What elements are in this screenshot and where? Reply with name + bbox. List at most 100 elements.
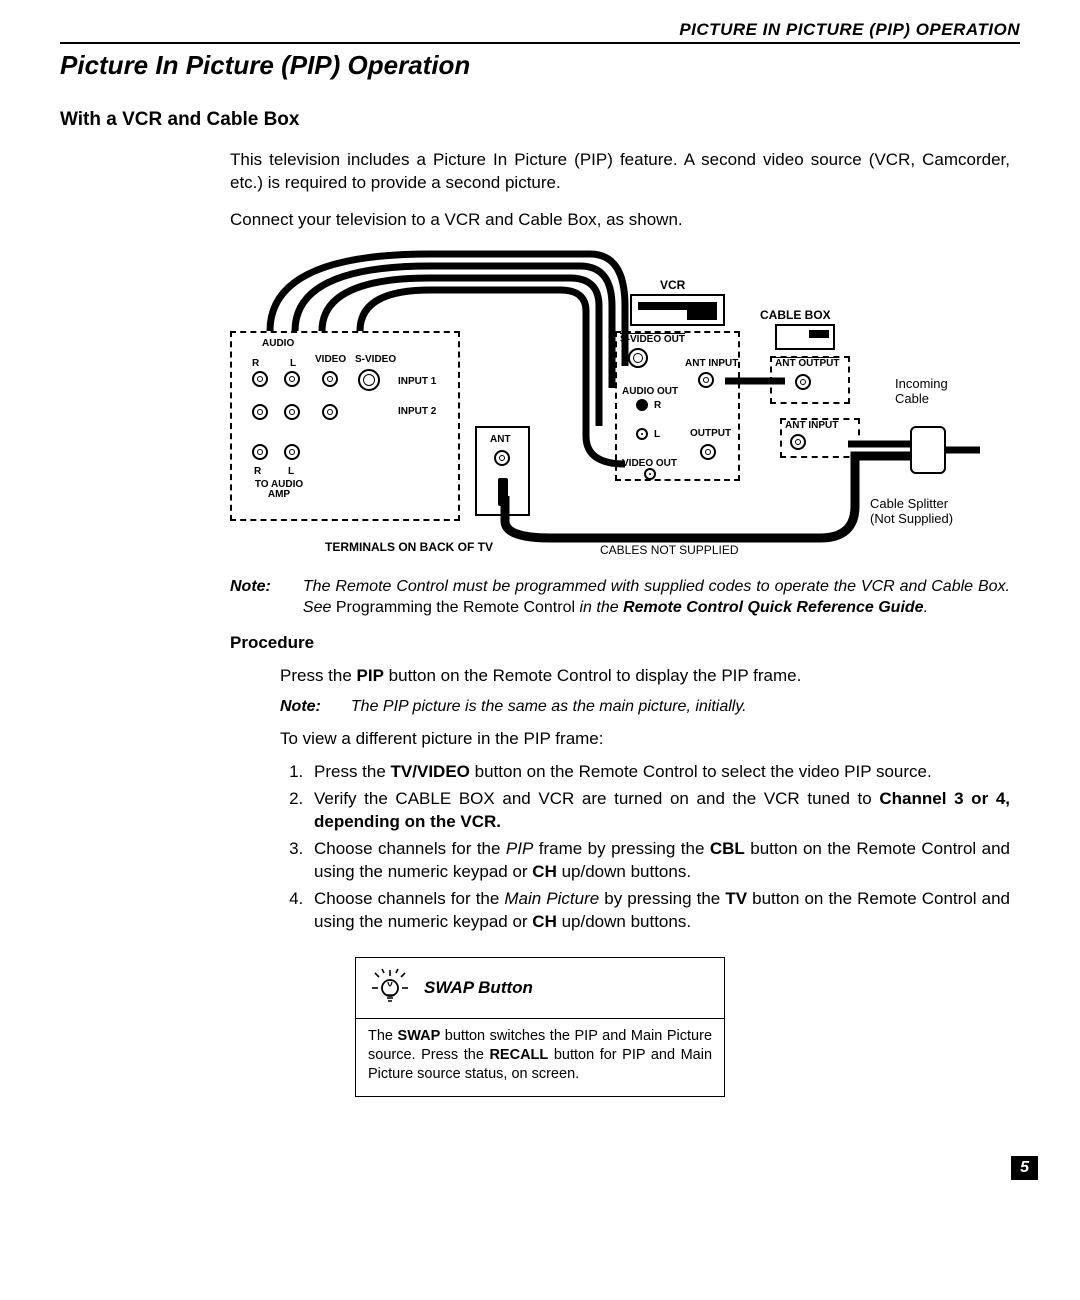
label-incoming: Incoming Cable [895, 376, 980, 406]
jack [252, 404, 268, 420]
procedure-step-3: Choose channels for the PIP frame by pre… [308, 838, 1010, 884]
label-video: VIDEO [315, 354, 346, 365]
label-ant-input: ANT INPUT [685, 358, 738, 369]
text: SWAP [398, 1028, 441, 1044]
text: TV [725, 889, 747, 908]
procedure-step-4: Choose channels for the Main Picture by … [308, 888, 1010, 934]
label-splitter-1: Cable Splitter [870, 496, 948, 511]
text: Choose channels for the [314, 889, 504, 908]
jack [698, 372, 714, 388]
label-output: OUTPUT [690, 428, 731, 439]
procedure-list: Press the TV/VIDEO button on the Remote … [280, 761, 1010, 934]
label-l3: L [654, 429, 660, 440]
text: by pressing the [599, 889, 725, 908]
text: Main Picture [504, 889, 599, 908]
jack [795, 374, 811, 390]
note-text: . [924, 599, 928, 616]
label-cablebox: CABLE BOX [760, 308, 831, 322]
label-r1: R [252, 358, 259, 369]
jack [284, 444, 300, 460]
text: button on the Remote Control to select t… [470, 762, 932, 781]
jack [252, 371, 268, 387]
page-number: 5 [1011, 1156, 1038, 1180]
section-subtitle: With a VCR and Cable Box [60, 109, 1020, 131]
swap-title: SWAP Button [424, 978, 533, 998]
text: up/down buttons. [557, 912, 691, 931]
note-remote-control: Note: The Remote Control must be program… [230, 576, 1010, 619]
text: frame by pressing the [533, 839, 710, 858]
vcr-box [630, 294, 725, 326]
jack [494, 450, 510, 466]
page-title: Picture In Picture (PIP) Operation [60, 50, 1020, 81]
text: RECALL [489, 1047, 548, 1063]
label-l2: L [288, 466, 294, 477]
procedure-step-2: Verify the CABLE BOX and VCR are turned … [308, 788, 1010, 834]
note-text: Remote Control Quick Reference Guide [623, 599, 924, 616]
label-ant: ANT [490, 434, 511, 445]
jack [322, 404, 338, 420]
text: Verify the CABLE BOX and VCR are turned … [314, 789, 879, 808]
label-terminals: TERMINALS ON BACK OF TV [325, 540, 493, 554]
splitter-box [910, 426, 946, 474]
label-cables-not-supplied: CABLES NOT SUPPLIED [600, 543, 739, 557]
jack [644, 468, 656, 480]
jack [284, 371, 300, 387]
note-content: The Remote Control must be programmed wi… [303, 576, 1010, 619]
label-audio: AUDIO [262, 338, 294, 349]
label-l1: L [290, 358, 296, 369]
intro-paragraph-1: This television includes a Picture In Pi… [230, 149, 1010, 195]
jack-svideo [358, 369, 380, 391]
text: PIP [506, 839, 533, 858]
plug [498, 478, 508, 506]
procedure-step-1: Press the TV/VIDEO button on the Remote … [308, 761, 1010, 784]
swap-body: The SWAP button switches the PIP and Mai… [356, 1019, 724, 1096]
jack [636, 399, 648, 411]
text: up/down buttons. [557, 862, 691, 881]
label-toamp: TO AUDIO AMP [244, 480, 314, 500]
label-ant-input-2: ANT INPUT [785, 420, 838, 431]
jack [284, 404, 300, 420]
jack [790, 434, 806, 450]
procedure-heading: Procedure [230, 633, 1020, 653]
jack [252, 444, 268, 460]
note-text: The PIP picture is the same as the main … [351, 698, 747, 716]
label-splitter-2: (Not Supplied) [870, 511, 953, 526]
jack [700, 444, 716, 460]
label-ant-output: ANT OUTPUT [775, 358, 839, 369]
label-vcr: VCR [660, 278, 685, 292]
label-input2: INPUT 2 [398, 406, 436, 417]
lightbulb-icon [370, 968, 410, 1008]
jack-svideo [628, 348, 648, 368]
jack [636, 428, 648, 440]
text: Press the [280, 666, 357, 685]
procedure-p1: Press the PIP button on the Remote Contr… [280, 665, 1010, 688]
text: Press the [314, 762, 391, 781]
intro-paragraph-2: Connect your television to a VCR and Cab… [230, 209, 1010, 232]
note-label: Note: [280, 698, 321, 716]
text: button on the Remote Control to display … [384, 666, 801, 685]
procedure-note: Note: The PIP picture is the same as the… [280, 698, 1010, 716]
note-text: Programming the Remote Control [336, 599, 575, 616]
swap-head: SWAP Button [356, 958, 724, 1019]
running-head: PICTURE IN PICTURE (PIP) OPERATION [60, 20, 1020, 44]
connection-diagram: AUDIO VIDEO S-VIDEO R L INPUT 1 INPUT 2 … [230, 246, 980, 556]
note-label: Note: [230, 576, 271, 619]
label-r3: R [654, 400, 661, 411]
text: The [368, 1028, 398, 1044]
cablebox-box [775, 324, 835, 350]
label-input1: INPUT 1 [398, 376, 436, 387]
label-r2: R [254, 466, 261, 477]
note-text: in the [575, 599, 623, 616]
swap-callout: SWAP Button The SWAP button switches the… [355, 957, 725, 1097]
label-audio-out: AUDIO OUT [622, 386, 678, 397]
text: TV/VIDEO [391, 762, 470, 781]
text: PIP [357, 666, 384, 685]
text: Choose channels for the [314, 839, 506, 858]
text: CBL [710, 839, 745, 858]
text: CH [532, 912, 557, 931]
label-svideo-out: S-VIDEO OUT [620, 334, 685, 345]
label-svideo: S-VIDEO [355, 354, 396, 365]
text: CH [532, 862, 557, 881]
procedure-p2: To view a different picture in the PIP f… [280, 728, 1010, 751]
jack [322, 371, 338, 387]
